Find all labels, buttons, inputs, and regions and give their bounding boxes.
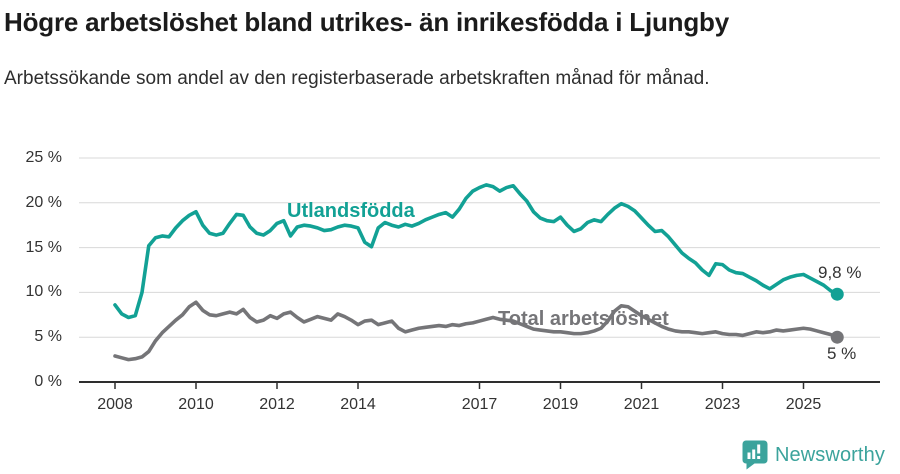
newsworthy-wordmark: Newsworthy [775,443,885,466]
y-tick-label: 5 % [34,328,62,346]
x-tick-label: 2017 [461,396,498,413]
x-tick-label: 2014 [340,396,376,413]
x-tick-label: 2025 [785,396,822,413]
y-tick-label: 10 % [25,283,62,301]
series-label-utlandsfodda: Utlandsfödda [287,200,415,222]
newsworthy-icon [742,440,768,470]
series-end-dot-total-arbetsloshet [830,330,844,344]
end-value-utlandsfodda: 9,8 % [818,263,862,282]
newsworthy-logo: Newsworthy [742,440,885,470]
chart-subtitle: Arbetssökande som andel av den registerb… [4,68,710,89]
series-line-utlandsfodda [113,183,840,320]
x-tick-label: 2023 [704,396,741,413]
x-tick-label: 2019 [542,396,579,413]
series-label-total-arbetsloshet: Total arbetslöshet [498,308,669,330]
end-value-total-arbetsloshet: 5 % [827,344,857,363]
y-tick-label: 20 % [25,193,62,211]
x-tick-label: 2008 [97,396,133,413]
series-line-total-arbetsloshet [113,300,840,362]
series-end-dot-utlandsfodda [830,287,844,301]
x-tick-label: 2012 [259,396,295,413]
y-tick-label: 0 % [34,373,62,390]
y-tick-label: 15 % [25,238,62,256]
x-tick-label: 2010 [178,396,214,413]
y-tick-label: 25 % [25,149,62,166]
x-tick-label: 2021 [623,396,660,413]
page-title: Högre arbetslöshet bland utrikes- än inr… [4,7,729,37]
